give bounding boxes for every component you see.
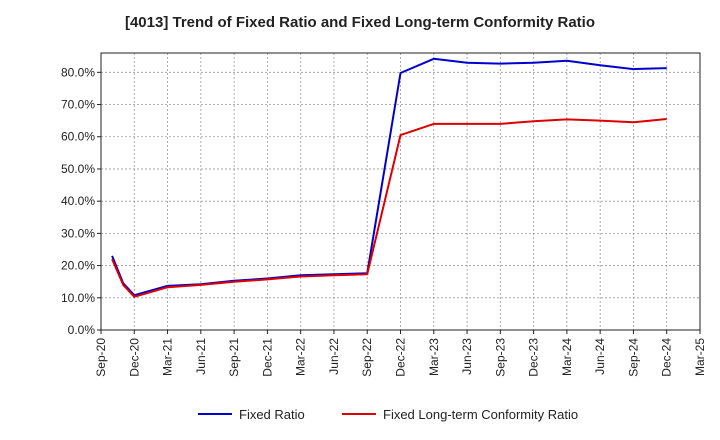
chart-title: [4013] Trend of Fixed Ratio and Fixed Lo…	[124, 14, 596, 31]
x-tick-label: Dec-24	[660, 338, 674, 377]
x-tick-label: Sep-21	[227, 338, 241, 377]
y-tick-label: 50.0%	[61, 162, 95, 176]
legend-label: Fixed Ratio	[239, 407, 305, 422]
y-tick-label: 0.0%	[68, 323, 96, 337]
legend-label: Fixed Long-term Conformity Ratio	[383, 407, 578, 422]
x-tick-label: Dec-22	[394, 338, 408, 377]
x-tick-label: Sep-24	[626, 338, 640, 377]
x-tick-label: Jun-21	[194, 338, 208, 375]
x-tick-label: Mar-22	[294, 338, 308, 376]
y-tick-label: 70.0%	[61, 98, 95, 112]
x-tick-label: Sep-23	[493, 338, 507, 377]
x-tick-label: Dec-21	[260, 338, 274, 377]
x-tick-label: Mar-25	[693, 338, 707, 376]
y-tick-label: 20.0%	[61, 259, 95, 273]
y-tick-label: 10.0%	[61, 291, 95, 305]
x-tick-label: Mar-21	[161, 338, 175, 376]
x-tick-label: Dec-23	[527, 338, 541, 377]
y-tick-label: 40.0%	[61, 194, 95, 208]
x-tick-label: Mar-24	[560, 338, 574, 376]
x-tick-label: Jun-24	[593, 338, 607, 375]
x-tick-label: Dec-20	[127, 338, 141, 377]
x-tick-label: Sep-22	[360, 338, 374, 377]
plot-frame	[100, 52, 701, 331]
x-tick-label: Mar-23	[427, 338, 441, 376]
x-tick-label: Jun-23	[460, 338, 474, 375]
y-tick-label: 60.0%	[61, 130, 95, 144]
x-tick-label: Jun-22	[327, 338, 341, 375]
y-tick-label: 80.0%	[61, 65, 95, 79]
x-tick-label: Sep-20	[94, 338, 108, 377]
series-line-fixed-long-term-conformity-ratio	[111, 118, 667, 298]
y-tick-label: 30.0%	[61, 226, 95, 240]
